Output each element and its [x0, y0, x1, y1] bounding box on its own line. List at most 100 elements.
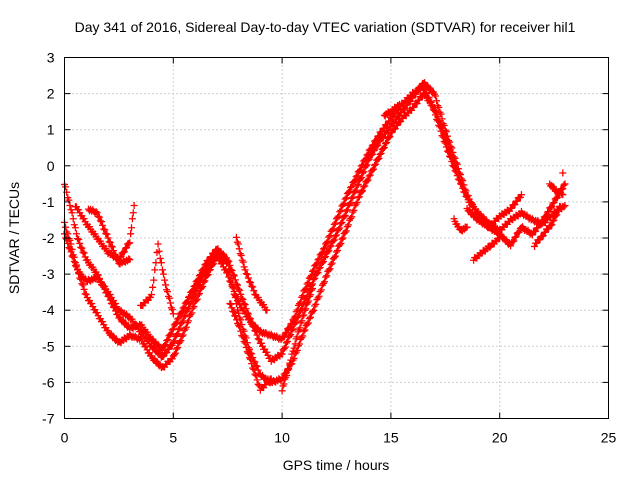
- data-point: [194, 282, 202, 290]
- data-point: [316, 288, 324, 296]
- data-point: [325, 247, 333, 255]
- data-point: [236, 286, 244, 294]
- data-point: [62, 223, 70, 231]
- data-point: [360, 168, 368, 176]
- data-point: [301, 326, 309, 334]
- chart-title: Day 341 of 2016, Sidereal Day-to-day VTE…: [75, 19, 576, 35]
- data-point: [248, 282, 256, 290]
- data-point: [253, 376, 261, 384]
- data-point: [347, 184, 355, 192]
- data-point: [183, 306, 191, 314]
- y-tick-label: 2: [47, 86, 55, 102]
- data-point: [263, 348, 271, 356]
- data-point: [289, 347, 297, 355]
- data-point: [190, 292, 198, 300]
- data-point: [102, 230, 110, 238]
- data-point: [321, 278, 329, 286]
- data-point: [243, 309, 251, 317]
- data-point: [284, 366, 292, 374]
- data-point: [430, 103, 438, 111]
- data-point: [336, 224, 344, 232]
- data-point: [443, 138, 451, 146]
- data-point: [322, 273, 330, 281]
- data-point: [195, 281, 203, 289]
- data-point: [352, 200, 360, 208]
- data-point: [338, 235, 346, 243]
- data-point: [386, 133, 394, 141]
- data-point: [363, 161, 371, 169]
- data-point: [348, 213, 356, 221]
- data-point: [200, 271, 208, 279]
- data-point: [192, 296, 200, 304]
- data-point: [72, 230, 80, 238]
- data-point: [358, 188, 366, 196]
- data-point: [112, 300, 120, 308]
- data-point: [343, 206, 351, 214]
- data-point: [113, 255, 121, 263]
- data-point: [250, 287, 258, 295]
- data-point: [250, 323, 258, 331]
- data-point: [236, 323, 244, 331]
- data-point: [461, 185, 469, 193]
- data-point: [286, 359, 294, 367]
- data-point: [69, 215, 77, 223]
- data-point: [71, 262, 79, 270]
- data-point: [312, 300, 320, 308]
- data-point: [187, 299, 195, 307]
- data-point: [169, 338, 177, 346]
- data-point: [311, 274, 319, 282]
- y-tick-label: -1: [42, 194, 55, 210]
- data-point: [539, 217, 547, 225]
- data-point: [244, 274, 252, 282]
- data-point: [66, 245, 74, 253]
- data-point: [350, 178, 358, 186]
- data-point: [545, 208, 553, 216]
- data-point: [162, 341, 170, 349]
- data-point: [341, 211, 349, 219]
- data-point: [224, 259, 232, 267]
- data-point: [229, 284, 237, 292]
- data-point: [381, 140, 389, 148]
- data-point: [331, 232, 339, 240]
- data-point: [348, 183, 356, 191]
- data-point: [351, 187, 359, 195]
- data-point: [380, 144, 388, 152]
- data-point: [239, 295, 247, 303]
- data-point: [249, 322, 257, 330]
- data-point: [280, 344, 288, 352]
- data-point: [365, 172, 373, 180]
- data-series: [450, 215, 471, 235]
- data-point: [104, 234, 112, 242]
- data-point: [448, 153, 456, 161]
- data-series: [84, 205, 134, 268]
- data-point: [245, 354, 253, 362]
- data-point: [560, 181, 568, 189]
- data-point: [372, 160, 380, 168]
- data-point: [223, 259, 231, 267]
- data-point: [286, 332, 294, 340]
- data-point: [447, 149, 455, 157]
- data-point: [323, 239, 331, 247]
- data-point: [237, 327, 245, 335]
- data-point: [174, 344, 182, 352]
- data-point: [325, 233, 333, 241]
- data-point: [128, 215, 136, 223]
- data-point: [299, 312, 307, 320]
- data-point: [455, 169, 463, 177]
- data-point: [178, 318, 186, 326]
- y-tick-label: -7: [42, 411, 55, 427]
- data-point: [371, 161, 379, 169]
- data-point: [197, 277, 204, 285]
- data-point: [307, 291, 315, 299]
- data-point: [318, 259, 326, 267]
- data-point: [321, 244, 329, 252]
- data-point: [342, 207, 350, 215]
- data-point: [254, 335, 262, 343]
- data-point: [194, 291, 202, 299]
- data-point: [126, 239, 134, 247]
- data-point: [353, 182, 361, 190]
- data-point: [253, 331, 261, 339]
- data-point: [334, 247, 342, 255]
- data-point: [341, 228, 349, 236]
